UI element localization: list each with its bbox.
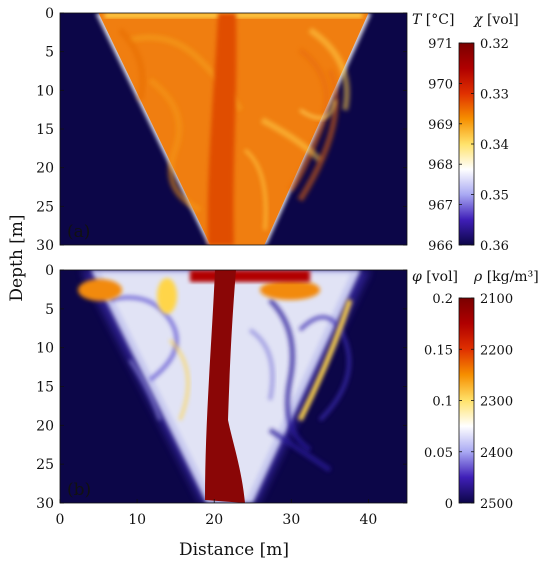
colorbar-right-tick-label: 2100 bbox=[480, 292, 513, 307]
y-tick-label: 25 bbox=[36, 199, 54, 215]
central-plume bbox=[205, 270, 245, 503]
swirl-texture bbox=[268, 427, 332, 473]
central-plume bbox=[207, 13, 237, 245]
colorbar-right-tick-label: 2400 bbox=[480, 446, 513, 461]
swirl-texture bbox=[260, 117, 323, 163]
y-tick-label: 5 bbox=[45, 45, 54, 61]
swirl-texture bbox=[168, 338, 190, 421]
colorbar-left-tick-label: 0.2 bbox=[432, 292, 453, 307]
y-tick-label: 15 bbox=[36, 380, 54, 396]
yellow-streak bbox=[297, 299, 353, 422]
y-tick-label: 30 bbox=[36, 496, 54, 512]
x-tick-label: 0 bbox=[56, 512, 65, 528]
y-tick-label: 20 bbox=[36, 161, 54, 177]
colorbar-left-tick-label: 970 bbox=[428, 77, 453, 92]
swirl-texture bbox=[148, 77, 202, 213]
colorbar-right-tick-label: 2200 bbox=[480, 343, 513, 358]
colorbar-left-tick-label: 967 bbox=[428, 199, 453, 214]
colorbar-right-tick-label: 0.32 bbox=[480, 37, 509, 52]
colorbar-left-tick-label: 0 bbox=[445, 497, 453, 512]
hot-spot bbox=[157, 278, 177, 314]
inner-streak bbox=[299, 99, 337, 120]
panel-a: 0 5 10 15 20 25 30 (a) 971 970 969 968 967 966 0.32 0… bbox=[36, 6, 519, 254]
x-tick-label: 20 bbox=[205, 512, 223, 528]
swirl-texture bbox=[287, 47, 330, 193]
x-axis-label: Distance [m] bbox=[179, 540, 289, 560]
panel-a-axes: 0 5 10 15 20 25 30 bbox=[36, 6, 408, 254]
colorbar-left-tick-label: 968 bbox=[428, 158, 453, 173]
x-tick-label: 30 bbox=[282, 512, 300, 528]
swirl-texture bbox=[268, 298, 312, 453]
colorbar-left-title: φ [vol] bbox=[412, 269, 458, 285]
hot-spot bbox=[78, 279, 122, 301]
y-tick-label: 10 bbox=[36, 341, 54, 357]
panel-b-colorbar: 0.2 0.15 0.1 0.05 0 2100 2200 2300 2400 2500 φ [vo… bbox=[412, 269, 539, 512]
y-axis-label: Depth [m] bbox=[7, 214, 27, 301]
x-tick-label: 40 bbox=[360, 512, 378, 528]
swirl-texture bbox=[297, 68, 339, 202]
y-tick-label: 20 bbox=[36, 418, 54, 434]
colorbar-left-tick-label: 0.15 bbox=[424, 343, 453, 358]
colorbar-right-tick-label: 0.33 bbox=[480, 88, 509, 103]
swirl-texture bbox=[248, 328, 275, 401]
colorbar-left-tick-label: 0.1 bbox=[432, 395, 453, 410]
colorbar-right-tick-label: 0.34 bbox=[480, 138, 509, 153]
x-tick-label: 10 bbox=[128, 512, 146, 528]
panel-a-colorbar: 971 970 969 968 967 966 0.32 0.33 0.34 0.35 0.36 T … bbox=[412, 12, 519, 254]
y-tick-label: 25 bbox=[36, 457, 54, 473]
swirl-texture bbox=[308, 27, 350, 111]
y-tick-label: 0 bbox=[45, 6, 54, 22]
colorbar-left-tick-label: 969 bbox=[428, 118, 453, 133]
swirl-texture bbox=[298, 315, 352, 422]
panel-a-label: (a) bbox=[67, 222, 90, 242]
y-tick-label: 30 bbox=[36, 238, 54, 254]
colorbar-right-tick-label: 2300 bbox=[480, 395, 513, 410]
swirl-texture bbox=[128, 359, 162, 421]
panel-a-field bbox=[95, 13, 372, 245]
colorbar-right-title: ρ [kg/m³] bbox=[473, 269, 539, 285]
colorbar-right-tick-label: 0.36 bbox=[480, 239, 509, 254]
hot-spot bbox=[260, 280, 320, 300]
colorbar-left-title: T [°C] bbox=[412, 12, 454, 28]
panel-b-field bbox=[78, 270, 371, 503]
swirl-texture bbox=[109, 295, 179, 382]
y-tick-label: 0 bbox=[45, 263, 54, 279]
colorbar-left-tick-label: 0.05 bbox=[424, 446, 453, 461]
colorbar-right-tick-label: 2500 bbox=[480, 497, 513, 512]
inner-streak bbox=[244, 148, 268, 231]
panel-b-label: (b) bbox=[67, 480, 91, 500]
y-tick-label: 5 bbox=[45, 302, 54, 318]
colorbar-left-tick-label: 971 bbox=[428, 37, 453, 52]
top-band bbox=[190, 270, 310, 282]
swirl-texture bbox=[117, 27, 146, 101]
colorbar-right-tick-label: 0.35 bbox=[480, 189, 509, 204]
colorbar-right-title: χ [vol] bbox=[473, 12, 519, 28]
colorbar-left-tick-label: 966 bbox=[428, 239, 453, 254]
y-tick-label: 10 bbox=[36, 83, 54, 99]
y-tick-label: 15 bbox=[36, 122, 54, 138]
